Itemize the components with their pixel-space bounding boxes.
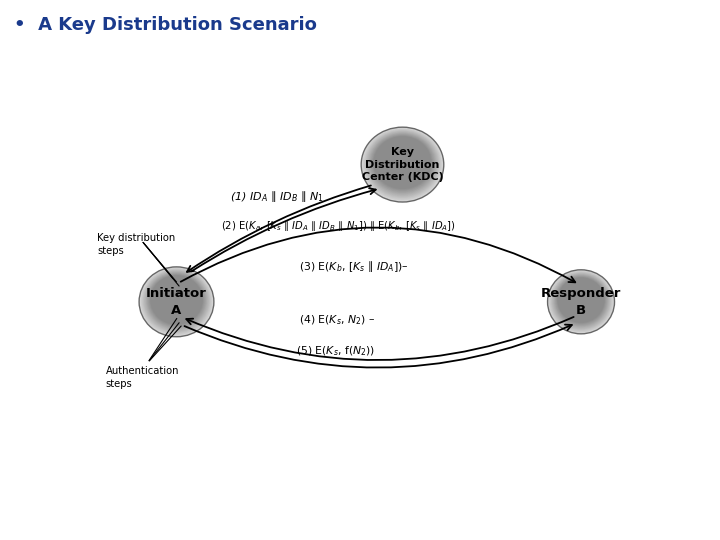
Ellipse shape (552, 273, 610, 329)
Ellipse shape (366, 131, 438, 197)
Ellipse shape (372, 135, 433, 192)
Ellipse shape (374, 137, 431, 188)
Ellipse shape (367, 132, 438, 196)
Text: Authentication
steps: Authentication steps (106, 366, 179, 389)
Text: Responder
B: Responder B (541, 287, 621, 316)
Text: Key distribution
steps: Key distribution steps (97, 233, 176, 255)
Ellipse shape (373, 136, 432, 190)
Ellipse shape (368, 132, 437, 195)
Ellipse shape (146, 272, 207, 329)
Ellipse shape (366, 131, 439, 197)
Ellipse shape (365, 130, 440, 199)
Ellipse shape (148, 274, 204, 327)
Ellipse shape (365, 130, 440, 198)
Text: (3) E($K_b$, [$K_s$ ∥ $ID_A$])–: (3) E($K_b$, [$K_s$ ∥ $ID_A$])– (300, 259, 409, 274)
Ellipse shape (369, 133, 436, 193)
Ellipse shape (364, 129, 441, 200)
Ellipse shape (549, 271, 613, 333)
Ellipse shape (554, 274, 608, 327)
Ellipse shape (144, 271, 209, 332)
Text: Key
Distribution
Center (KDC): Key Distribution Center (KDC) (361, 147, 444, 183)
Ellipse shape (141, 268, 212, 335)
Text: (1) $ID_A$ ∥ $ID_B$ ∥ $N_1$: (1) $ID_A$ ∥ $ID_B$ ∥ $N_1$ (230, 189, 323, 204)
Text: Initiator
A: Initiator A (146, 287, 207, 316)
Text: (4) E($K_s$, $N_2$) –: (4) E($K_s$, $N_2$) – (300, 313, 375, 327)
Ellipse shape (549, 272, 613, 332)
Ellipse shape (551, 272, 611, 331)
Ellipse shape (553, 274, 609, 328)
Ellipse shape (362, 128, 443, 201)
Text: •  A Key Distribution Scenario: • A Key Distribution Scenario (14, 16, 318, 34)
Ellipse shape (555, 275, 607, 326)
Ellipse shape (370, 134, 435, 193)
Ellipse shape (141, 268, 212, 335)
Ellipse shape (372, 135, 433, 191)
Text: (5) E($K_s$, f($N_2$)): (5) E($K_s$, f($N_2$)) (297, 345, 376, 358)
Ellipse shape (150, 276, 202, 325)
Ellipse shape (147, 273, 206, 329)
Ellipse shape (557, 277, 606, 324)
Ellipse shape (364, 130, 441, 199)
Ellipse shape (558, 278, 604, 322)
Ellipse shape (151, 276, 202, 324)
Ellipse shape (372, 136, 433, 190)
Ellipse shape (559, 278, 603, 322)
Ellipse shape (551, 273, 611, 330)
Ellipse shape (149, 274, 204, 326)
Ellipse shape (142, 269, 211, 334)
Ellipse shape (143, 269, 210, 334)
Ellipse shape (374, 137, 431, 189)
Ellipse shape (554, 275, 608, 327)
Ellipse shape (554, 275, 608, 326)
Ellipse shape (369, 132, 436, 195)
Ellipse shape (556, 276, 606, 325)
Ellipse shape (148, 273, 206, 328)
Ellipse shape (557, 277, 605, 323)
Ellipse shape (145, 272, 207, 330)
Ellipse shape (145, 271, 208, 331)
Ellipse shape (552, 274, 610, 328)
Ellipse shape (369, 133, 436, 194)
Ellipse shape (143, 270, 210, 333)
Ellipse shape (555, 276, 607, 325)
Ellipse shape (150, 275, 203, 325)
Ellipse shape (557, 278, 605, 323)
Ellipse shape (143, 270, 210, 332)
Ellipse shape (363, 129, 442, 200)
Ellipse shape (550, 272, 612, 332)
Ellipse shape (371, 134, 434, 192)
Text: (2) E($K_a$, [$K_s$ ∥ $ID_A$ ∥ $ID_B$ ∥ $N_1$]) ∥ E($K_b$, [$K_s$ ∥ $ID_A$]): (2) E($K_a$, [$K_s$ ∥ $ID_A$ ∥ $ID_B$ ∥ … (221, 219, 456, 233)
Ellipse shape (150, 275, 204, 326)
Ellipse shape (140, 268, 213, 336)
Ellipse shape (148, 274, 205, 327)
Ellipse shape (549, 271, 613, 333)
Ellipse shape (552, 273, 611, 330)
Ellipse shape (145, 272, 208, 330)
